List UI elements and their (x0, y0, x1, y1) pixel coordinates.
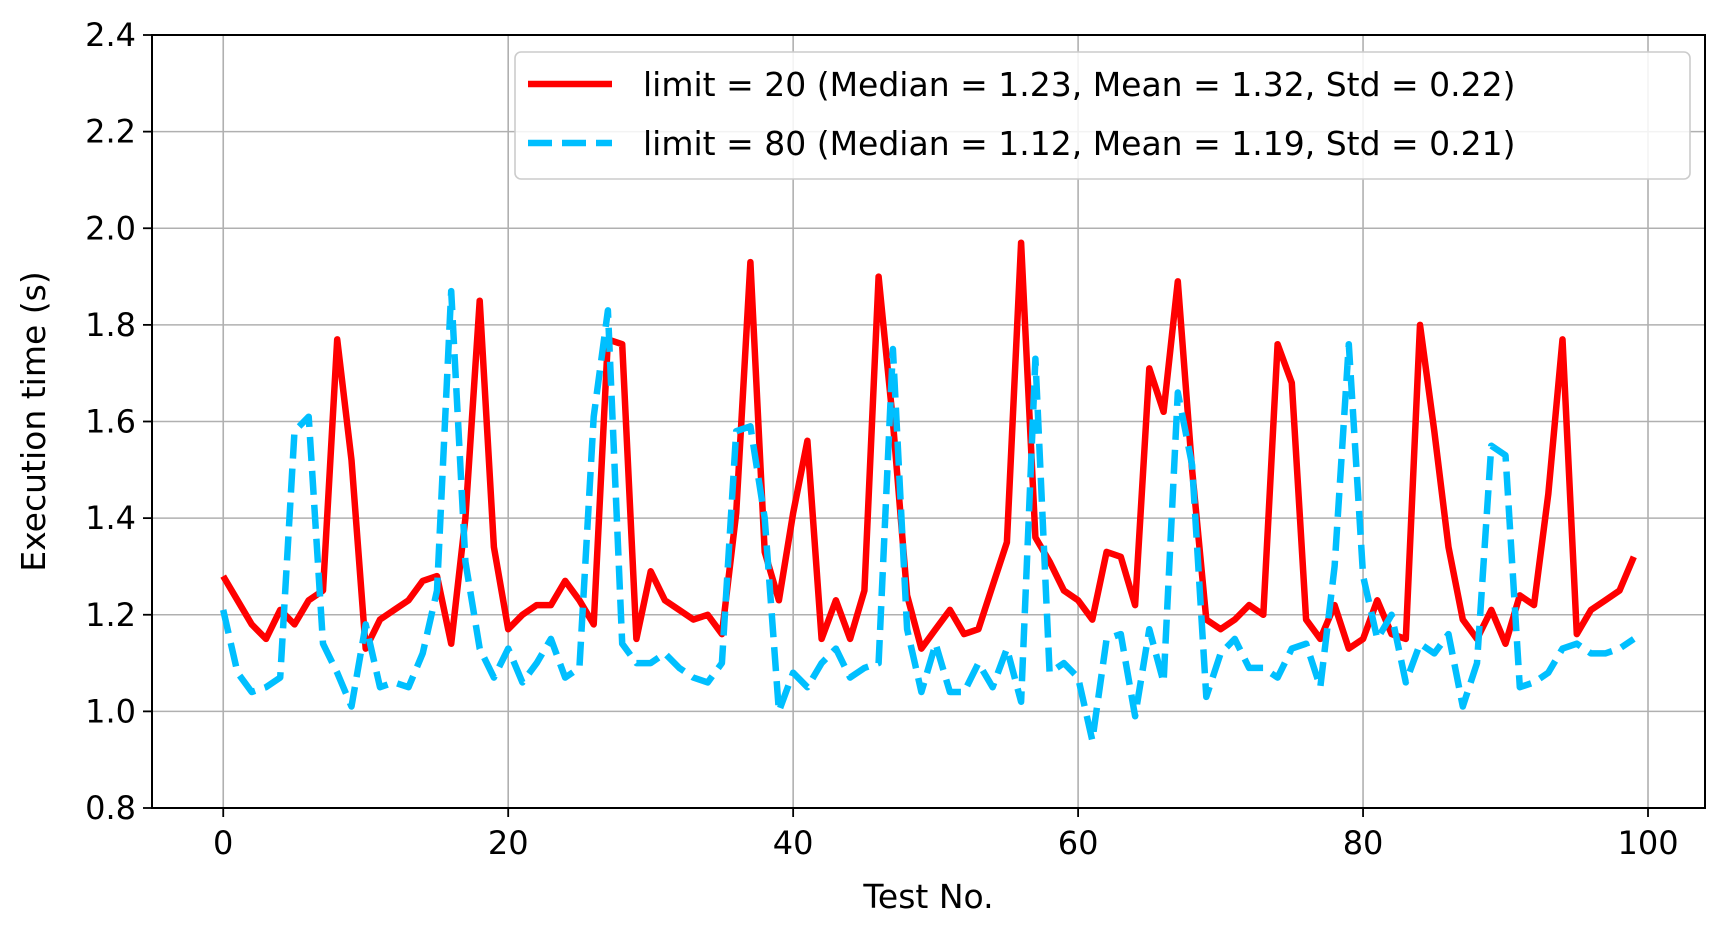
x-tick-label: 40 (773, 824, 814, 862)
x-tick-label: 20 (488, 824, 529, 862)
series-lines (220, 239, 1637, 744)
legend-entry-2: limit = 80 (Median = 1.12, Mean = 1.19, … (643, 124, 1516, 163)
axis-labels: Test No. Execution time (s) (14, 271, 994, 916)
y-tick-label: 1.0 (85, 692, 136, 730)
x-tick-label: 100 (1617, 824, 1678, 862)
legend: limit = 20 (Median = 1.23, Mean = 1.32, … (514, 51, 1691, 180)
y-tick-label: 1.8 (85, 306, 136, 344)
y-tick-label: 1.2 (85, 596, 136, 634)
x-tick-label: 80 (1343, 824, 1384, 862)
y-tick-label: 2.0 (85, 209, 136, 247)
legend-entry-1: limit = 20 (Median = 1.23, Mean = 1.32, … (643, 65, 1516, 104)
x-axis-label: Test No. (862, 877, 993, 916)
x-tick-label: 0 (213, 824, 233, 862)
x-tick-label: 60 (1058, 824, 1099, 862)
y-tick-label: 2.4 (85, 16, 136, 54)
y-tick-label: 1.6 (85, 403, 136, 441)
y-axis-label: Execution time (s) (14, 271, 53, 571)
y-tick-label: 2.2 (85, 113, 136, 151)
series-line-2 (220, 287, 1636, 744)
y-tick-label: 1.4 (85, 499, 136, 537)
y-tick-label: 0.8 (85, 789, 136, 827)
axis-ticks: 0 20 40 60 80 100 0.8 1.0 1.2 1.4 1.6 1.8 2.0 2.2 2.4 (85, 16, 1678, 862)
legend-box (514, 51, 1691, 180)
